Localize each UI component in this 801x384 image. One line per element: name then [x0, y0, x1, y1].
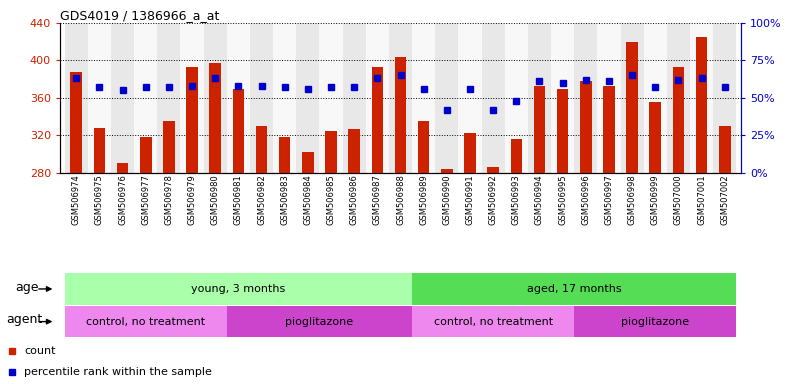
Bar: [135, 23, 157, 173]
Bar: [528, 23, 551, 173]
Bar: [232, 89, 244, 384]
Bar: [227, 23, 250, 173]
Bar: [644, 23, 666, 173]
Bar: [395, 57, 406, 384]
Bar: [140, 137, 151, 384]
Bar: [343, 23, 366, 173]
Bar: [412, 23, 435, 173]
Bar: [348, 129, 360, 384]
Bar: [441, 169, 453, 384]
Bar: [389, 23, 412, 173]
Text: age: age: [15, 281, 38, 294]
Bar: [65, 306, 227, 337]
Bar: [273, 23, 296, 173]
Bar: [557, 89, 569, 384]
Bar: [320, 23, 343, 173]
Text: percentile rank within the sample: percentile rank within the sample: [24, 367, 212, 377]
Bar: [435, 23, 458, 173]
Bar: [65, 273, 412, 305]
Bar: [302, 152, 314, 384]
Text: GDS4019 / 1386966_a_at: GDS4019 / 1386966_a_at: [60, 9, 219, 22]
Bar: [690, 23, 713, 173]
Text: count: count: [24, 346, 55, 356]
Bar: [157, 23, 180, 173]
Bar: [551, 23, 574, 173]
Bar: [650, 102, 661, 384]
Bar: [626, 42, 638, 384]
Bar: [227, 306, 412, 337]
Bar: [719, 126, 731, 384]
Bar: [180, 23, 203, 173]
Bar: [203, 23, 227, 173]
Text: pioglitazone: pioglitazone: [285, 316, 353, 327]
Bar: [465, 134, 476, 384]
Bar: [603, 86, 614, 384]
Bar: [372, 67, 383, 384]
Bar: [673, 67, 684, 384]
Bar: [533, 86, 545, 384]
Bar: [296, 23, 320, 173]
Bar: [481, 23, 505, 173]
Bar: [279, 137, 291, 384]
Bar: [412, 273, 736, 305]
Bar: [117, 164, 128, 384]
Bar: [256, 126, 268, 384]
Bar: [325, 131, 336, 384]
Bar: [366, 23, 389, 173]
Bar: [598, 23, 621, 173]
Bar: [487, 167, 499, 384]
Text: control, no treatment: control, no treatment: [433, 316, 553, 327]
Bar: [412, 306, 574, 337]
Bar: [505, 23, 528, 173]
Bar: [574, 23, 598, 173]
Bar: [111, 23, 135, 173]
Bar: [713, 23, 736, 173]
Bar: [209, 63, 221, 384]
Bar: [187, 67, 198, 384]
Bar: [510, 139, 522, 384]
Bar: [88, 23, 111, 173]
Bar: [621, 23, 644, 173]
Text: young, 3 months: young, 3 months: [191, 284, 285, 294]
Text: agent: agent: [6, 313, 42, 326]
Bar: [163, 121, 175, 384]
Text: aged, 17 months: aged, 17 months: [527, 284, 622, 294]
Bar: [458, 23, 481, 173]
Bar: [94, 128, 105, 384]
Bar: [418, 121, 429, 384]
Bar: [70, 72, 82, 384]
Text: control, no treatment: control, no treatment: [87, 316, 205, 327]
Bar: [580, 81, 592, 384]
Bar: [696, 37, 707, 384]
Bar: [250, 23, 273, 173]
Bar: [65, 23, 88, 173]
Bar: [666, 23, 690, 173]
Text: pioglitazone: pioglitazone: [622, 316, 690, 327]
Bar: [574, 306, 736, 337]
